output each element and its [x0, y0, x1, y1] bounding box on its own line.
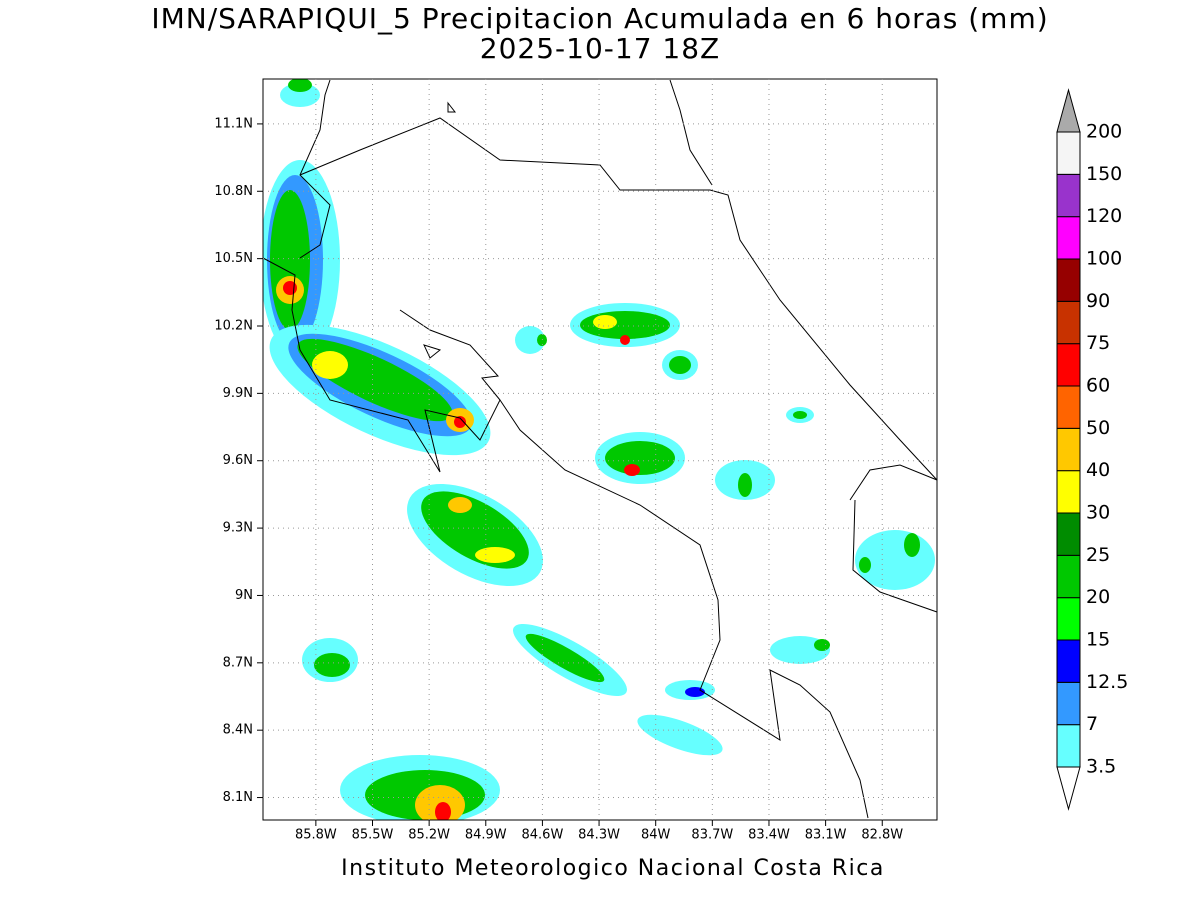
- colorbar-label: 25: [1086, 544, 1110, 566]
- x-tick-label: 84W: [641, 828, 671, 843]
- colorbar-label: 100: [1086, 248, 1122, 270]
- colorbar-segment: [1056, 470, 1081, 514]
- colorbar-label: 20: [1086, 586, 1110, 608]
- x-tick-label: 84.6W: [522, 828, 564, 843]
- colorbar-segment: [1056, 724, 1081, 768]
- footer: Instituto Meteorologico Nacional Costa R…: [341, 856, 885, 881]
- colorbar-label: 15: [1086, 629, 1110, 651]
- y-tick-label: 8.7N: [223, 655, 253, 670]
- colorbar-segment: [1056, 639, 1081, 683]
- colorbar-segment: [1056, 385, 1081, 429]
- colorbar-label: 40: [1086, 459, 1110, 481]
- colorbar-label: 200: [1086, 121, 1122, 143]
- rain-cell: [263, 160, 340, 360]
- x-tick-label: 85.8W: [295, 828, 337, 843]
- colorbar-segment: [1056, 131, 1081, 175]
- x-tick-label: 84.3W: [578, 828, 620, 843]
- colorbar-segment: [1056, 427, 1081, 472]
- rain-cell: [570, 303, 698, 484]
- colorbar-segment: [1056, 597, 1081, 641]
- colorbar-segment: [1056, 258, 1081, 302]
- colorbar-label: 120: [1086, 205, 1122, 227]
- colorbar-label: 50: [1086, 417, 1110, 439]
- colorbar-label: 3.5: [1086, 756, 1116, 778]
- map-frame: [262, 78, 938, 821]
- x-tick-label: 84.9W: [465, 828, 507, 843]
- y-tick-label: 9.9N: [223, 386, 253, 401]
- precip-field: [263, 79, 935, 820]
- colorbar-segment: [1056, 216, 1081, 260]
- colorbar-over: [1056, 88, 1081, 133]
- y-tick-label: 8.4N: [223, 723, 253, 738]
- colorbar-under: [1056, 766, 1081, 811]
- colorbar-segment: [1056, 343, 1081, 387]
- rain-cell: [407, 483, 543, 587]
- colorbar-segment: [1056, 512, 1081, 556]
- x-tick-label: 83.1W: [805, 828, 847, 843]
- colorbar-segment: [1056, 554, 1081, 599]
- y-tick-label: 9N: [235, 588, 253, 603]
- y-tick-label: 9.6N: [223, 453, 253, 468]
- colorbar-segment: [1056, 681, 1081, 726]
- chart-subtitle: 2025-10-17 18Z: [480, 32, 720, 65]
- colorbar-label: 90: [1086, 290, 1110, 312]
- x-tick-label: 85.5W: [352, 828, 394, 843]
- y-tick-label: 11.1N: [214, 116, 253, 131]
- y-tick-label: 10.8N: [214, 184, 253, 199]
- colorbar-segment: [1056, 300, 1081, 345]
- colorbar-label: 150: [1086, 163, 1122, 185]
- colorbar-label: 30: [1086, 502, 1110, 524]
- y-tick-label: 8.1N: [223, 790, 253, 805]
- x-tick-label: 83.7W: [691, 828, 733, 843]
- colorbar-segment: [1056, 173, 1081, 218]
- chart-title: IMN/SARAPIQUI_5 Precipitacion Acumulada …: [151, 2, 1048, 35]
- colorbar-label: 60: [1086, 375, 1110, 397]
- colorbar-label: 75: [1086, 332, 1110, 354]
- coastlines: [262, 79, 938, 819]
- y-tick-label: 10.5N: [214, 251, 253, 266]
- y-tick-label: 10.2N: [214, 319, 253, 334]
- x-tick-label: 83.4W: [748, 828, 790, 843]
- x-tick-label: 82.8W: [861, 828, 903, 843]
- colorbar-label: 7: [1086, 713, 1098, 735]
- rain-cell: [340, 755, 500, 820]
- x-tick-label: 85.2W: [408, 828, 450, 843]
- colorbar-label: 12.5: [1086, 671, 1128, 693]
- y-tick-label: 9.3N: [223, 521, 253, 536]
